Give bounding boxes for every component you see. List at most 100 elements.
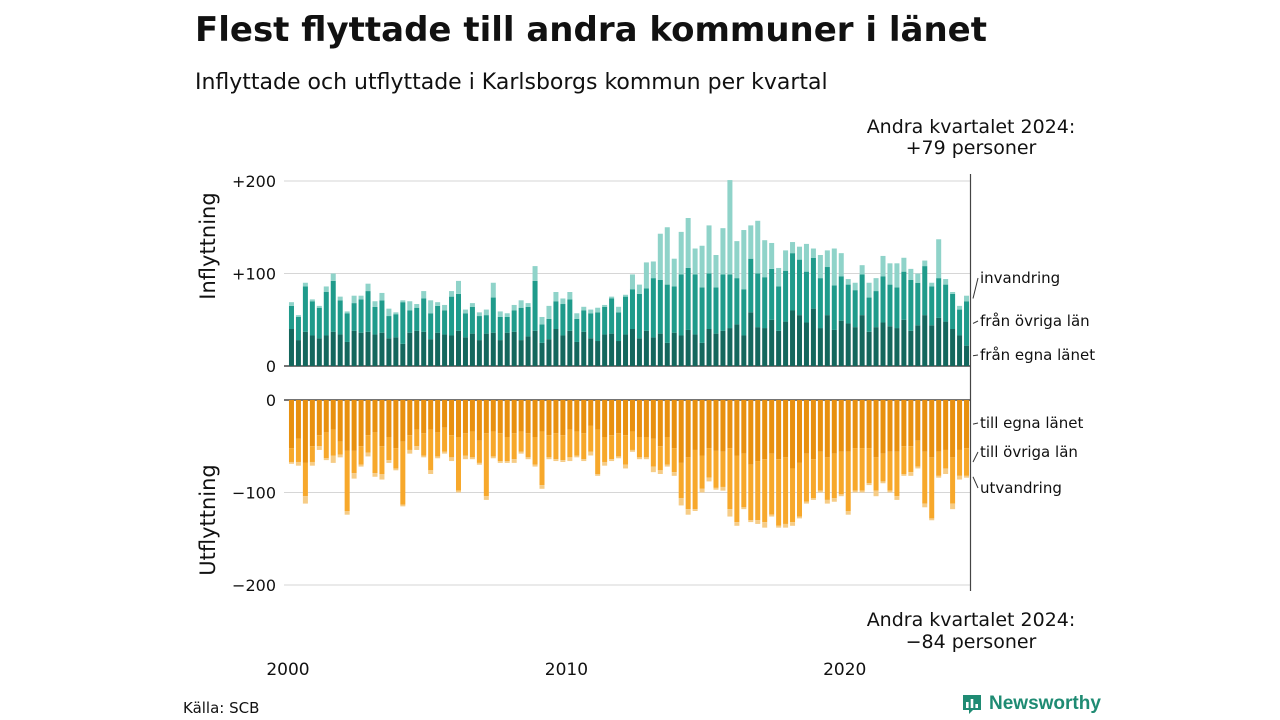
- outflow-bar: [859, 448, 865, 491]
- inflow-series-label: från egna länet: [980, 346, 1095, 364]
- outflow-bar: [852, 448, 858, 491]
- inflow-bar: [908, 279, 914, 331]
- inflow-bar: [546, 318, 552, 340]
- inflow-bar: [476, 312, 482, 317]
- inflow-bar: [316, 338, 322, 366]
- inflow-bar: [302, 286, 308, 332]
- outflow-bar: [330, 429, 336, 456]
- outflow-bar: [372, 400, 378, 433]
- inflow-bar: [337, 300, 343, 335]
- inflow-bar: [497, 340, 503, 366]
- outflow-bar: [588, 451, 594, 456]
- brand-logo[interactable]: Newsworthy: [961, 693, 1101, 715]
- inflow-bar: [776, 330, 782, 366]
- inflow-bar: [295, 315, 301, 317]
- outflow-bar: [762, 522, 768, 528]
- outflow-bar: [762, 459, 768, 523]
- outflow-bar: [462, 455, 468, 460]
- inflow-bar: [943, 321, 949, 366]
- outflow-bar: [588, 400, 594, 426]
- outflow-bar: [643, 457, 649, 460]
- inflow-bar: [553, 292, 559, 302]
- inflow-bar: [455, 330, 461, 366]
- outflow-bar: [650, 466, 656, 473]
- inflow-bar: [462, 337, 468, 366]
- inflow-bar: [379, 300, 385, 333]
- inflow-bar: [323, 335, 329, 367]
- inflow-bar: [762, 277, 768, 329]
- inflow-bar: [831, 248, 837, 286]
- outflow-bar: [803, 501, 809, 504]
- inflow-bar: [727, 328, 733, 366]
- outflow-bar: [462, 400, 468, 434]
- outflow-bar: [769, 514, 775, 517]
- inflow-bar: [790, 242, 796, 254]
- inflow-bar: [692, 274, 698, 335]
- outflow-bar: [455, 437, 461, 491]
- outflow-bar: [796, 400, 802, 463]
- outflow-bar: [288, 448, 294, 462]
- x-tick-label: 2010: [545, 660, 588, 680]
- outflow-bar: [560, 435, 566, 461]
- outflow-bar: [344, 400, 350, 451]
- inflow-bar: [880, 276, 886, 323]
- inflow-bar: [414, 307, 420, 331]
- outflow-bar: [678, 400, 684, 463]
- inflow-bar: [894, 328, 900, 366]
- inflow-bar: [344, 313, 350, 342]
- outflow-bar: [525, 433, 531, 458]
- inflow-bar: [783, 250, 789, 271]
- outflow-bar: [636, 437, 642, 458]
- outflow-bar: [462, 433, 468, 456]
- outflow-bar: [699, 488, 705, 493]
- outflow-bar: [483, 433, 489, 497]
- inflow-bar: [922, 260, 928, 267]
- inflow-bar: [609, 333, 615, 367]
- outflow-bar: [623, 400, 629, 436]
- inflow-bar: [748, 312, 754, 366]
- source-note: Källa: SCB: [183, 699, 260, 717]
- outflow-bar: [539, 485, 545, 489]
- inflow-bar: [574, 341, 580, 366]
- inflow-bar: [873, 291, 879, 328]
- outflow-bar: [783, 400, 789, 458]
- outflow-bar: [602, 437, 608, 462]
- outflow-bar: [469, 457, 475, 460]
- inflow-bar: [810, 248, 816, 258]
- outflow-bar: [678, 462, 684, 499]
- inflow-bar: [449, 291, 455, 297]
- inflow-bar: [957, 335, 963, 367]
- outflow-bar: [929, 518, 935, 521]
- outflow-bar: [790, 400, 796, 469]
- outflow-bar: [929, 400, 935, 458]
- chart-title: Flest flyttade till andra kommuner i län…: [195, 10, 987, 50]
- inflow-bar: [852, 290, 858, 328]
- outflow-bar: [386, 437, 392, 461]
- outflow-bar: [365, 400, 371, 436]
- outflow-bar: [623, 464, 629, 469]
- outflow-bar: [609, 400, 615, 436]
- inflow-bar: [386, 316, 392, 339]
- outflow-bar: [943, 449, 949, 469]
- inflow-bar: [657, 333, 663, 367]
- outflow-bar: [713, 400, 719, 451]
- outflow-bar: [671, 400, 677, 449]
- inflow-bar: [922, 266, 928, 316]
- outflow-bar: [546, 400, 552, 436]
- outflow-bar: [393, 400, 399, 449]
- inflow-bar: [421, 331, 427, 366]
- inflow-bar: [323, 286, 329, 292]
- inflow-bar: [852, 327, 858, 366]
- outflow-bar: [567, 457, 573, 462]
- outflow-bar: [769, 453, 775, 515]
- inflow-series-label: invandring: [980, 269, 1060, 287]
- outflow-bar: [616, 456, 622, 459]
- inflow-bar: [442, 310, 448, 335]
- outflow-bar: [414, 429, 420, 447]
- inflow-series-leader: [972, 320, 979, 324]
- inflow-bar: [469, 303, 475, 307]
- inflow-bar: [950, 293, 956, 329]
- outflow-bar: [776, 459, 782, 526]
- inflow-bar: [344, 341, 350, 366]
- inflow-bar: [741, 230, 747, 290]
